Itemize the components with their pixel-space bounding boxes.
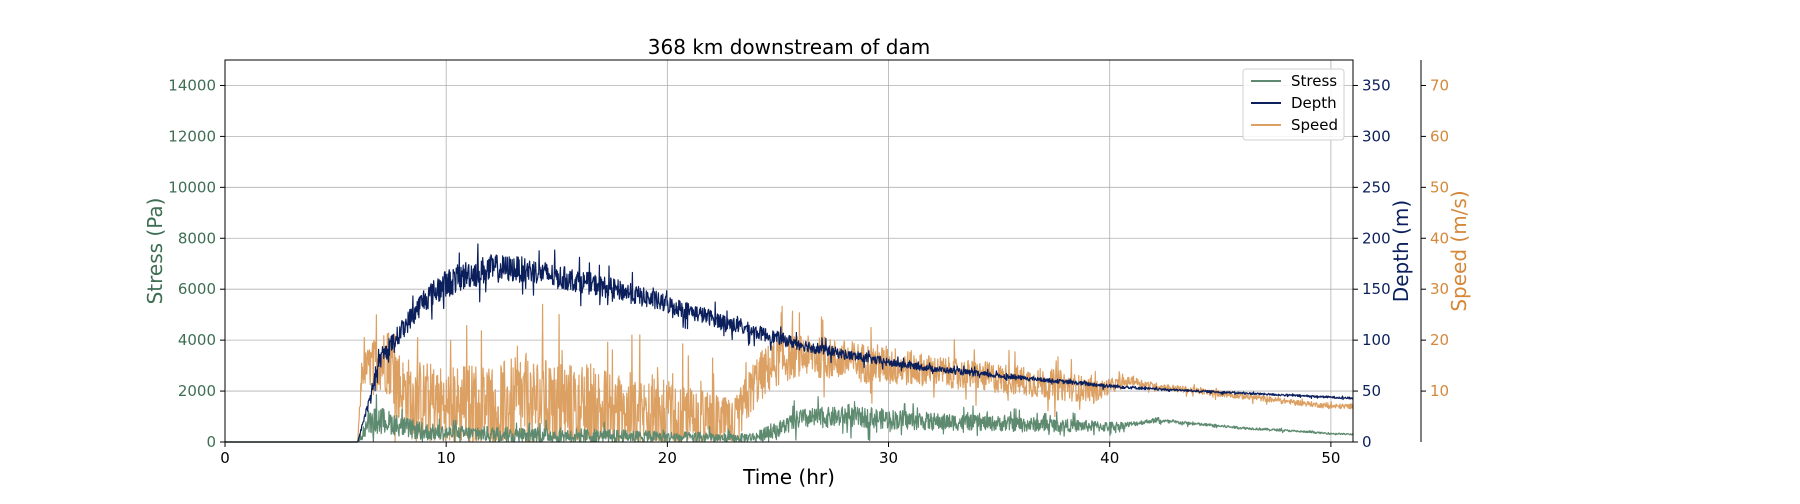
- x-tick-label: 50: [1321, 449, 1340, 467]
- x-tick-label: 30: [879, 449, 898, 467]
- speed-tick-label: 20: [1430, 331, 1449, 349]
- stress-axis-title: Stress (Pa): [143, 198, 167, 305]
- legend-box: [1242, 68, 1345, 141]
- stress-tick-label: 12000: [168, 127, 216, 145]
- speed-tick-label: 30: [1430, 280, 1449, 298]
- speed-tick-label: 50: [1430, 178, 1449, 196]
- x-tick-label: 0: [220, 449, 230, 467]
- depth-axis-title: Depth (m): [1389, 200, 1413, 302]
- chart-title: 368 km downstream of dam: [648, 35, 930, 59]
- legend-label-stress: Stress: [1291, 72, 1337, 90]
- depth-tick-label: 250: [1362, 178, 1391, 196]
- speed-tick-label: 60: [1430, 127, 1449, 145]
- stress-tick-label: 10000: [168, 178, 216, 196]
- legend-label-depth: Depth: [1291, 94, 1337, 112]
- stress-tick-label: 2000: [178, 382, 216, 400]
- stress-tick-label: 4000: [178, 331, 216, 349]
- depth-tick-label: 50: [1362, 382, 1381, 400]
- depth-tick-label: 350: [1362, 76, 1391, 94]
- speed-tick-label: 40: [1430, 229, 1449, 247]
- legend: Stress Depth Speed: [1242, 68, 1345, 141]
- depth-tick-label: 200: [1362, 229, 1391, 247]
- x-tick-label: 40: [1100, 449, 1119, 467]
- speed-axis-title: Speed (m/s): [1447, 190, 1471, 311]
- stress-tick-label: 8000: [178, 229, 216, 247]
- depth-tick-label: 0: [1362, 433, 1372, 451]
- speed-tick-label: 70: [1430, 76, 1449, 94]
- x-axis-title: Time (hr): [742, 465, 835, 489]
- depth-tick-label: 100: [1362, 331, 1391, 349]
- depth-tick-label: 300: [1362, 127, 1391, 145]
- x-tick-label: 10: [437, 449, 456, 467]
- depth-tick-label: 150: [1362, 280, 1391, 298]
- legend-label-speed: Speed: [1291, 116, 1338, 134]
- stress-tick-label: 6000: [178, 280, 216, 298]
- series-line-stress: [224, 394, 1354, 443]
- x-tick-label: 20: [658, 449, 677, 467]
- ticks: 0 10 20 30 40 5002000400060008000100001200014…: [168, 76, 1449, 467]
- speed-tick-label: 10: [1430, 382, 1449, 400]
- stress-tick-label: 0: [206, 433, 216, 451]
- series-line-depth: [224, 243, 1354, 443]
- series-layer: [224, 243, 1354, 443]
- stress-tick-label: 14000: [168, 76, 216, 94]
- plot-frame: [224, 59, 1354, 443]
